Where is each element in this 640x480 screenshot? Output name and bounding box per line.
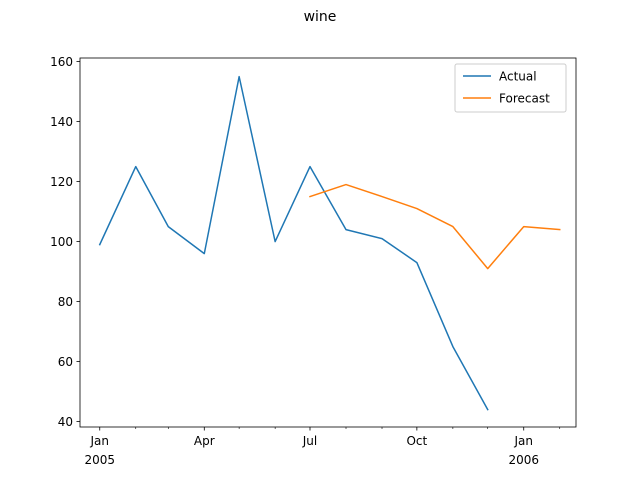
y-tick-label: 120 [50,175,73,189]
legend-label-actual: Actual [499,70,537,84]
y-tick-label: 100 [50,235,73,249]
x-tick-year-label: 2006 [508,453,539,467]
series-layer [98,75,561,411]
plot-area [80,58,576,427]
x-tick-label: Jan [89,434,109,448]
x-tick-year-label: 2005 [84,453,115,467]
plot-background [80,58,576,427]
axes-layer: 40 60 80 100 120 140 160 Jan 2005 Apr Jul Oct Jan 200… [50,55,577,467]
y-tick-label: 140 [50,115,73,129]
x-tick-label: Apr [194,434,215,448]
legend-label-forecast: Forecast [499,92,550,106]
y-tick-label: 80 [58,295,73,309]
x-tick-label: Jul [302,434,317,448]
series-line-actual [98,75,489,411]
x-tick-label: Oct [406,434,427,448]
y-tick-label: 160 [50,55,73,69]
legend: Actual Forecast [454,63,567,113]
y-tick-label: 60 [58,355,73,369]
axes-frame [79,57,577,428]
y-tick-label: 40 [58,415,73,429]
chart-title: wine [304,9,337,25]
series-line-forecast [309,183,561,270]
x-tick-label: Jan [513,434,533,448]
